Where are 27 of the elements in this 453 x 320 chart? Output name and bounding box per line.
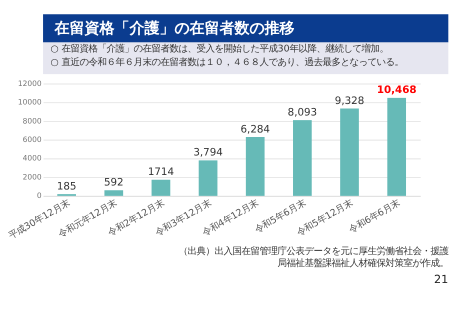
text: （出典）出入国在留管理庁公表データを元に厚生労働省社会・援護局福祉基盤課福祉人材確保対策室が作成。 [178,246,448,270]
data-label: 9,328 [334,94,364,107]
data-label: 6,284 [240,123,270,136]
y-tick-label: 4000 [22,154,42,163]
data-label: 3,794 [193,146,223,159]
text: ○ 直近の令和６年６月末の在留者数は１０，４６８人であり、過去最多となっている。 [50,56,404,68]
bar [293,120,312,196]
y-tick-label: 0 [36,191,42,200]
text: ○ 在留資格「介護」の在留者数は、受入を開始した平成30年以降、継続して増加。 [50,44,389,55]
y-tick-label: 12000 [18,78,42,88]
y-tick-label: 2000 [22,172,42,182]
chart-title: 在留資格「介護」の在留者数の推移 [53,18,294,37]
bar [104,190,124,196]
y-tick-label: 6000 [22,135,42,144]
y-tick-label: 10000 [18,98,42,107]
data-label: 1714 [148,166,174,178]
data-label: 10,468 [376,84,417,96]
data-label: 8,093 [288,106,318,118]
y-tick-label: 8000 [22,116,42,126]
data-label: 185 [56,180,76,192]
data-label: 592 [104,176,124,189]
bar [340,108,359,196]
bar [152,180,170,196]
bar [387,98,406,196]
bar [198,160,218,196]
bar [246,137,265,196]
text: 21 [434,272,448,286]
